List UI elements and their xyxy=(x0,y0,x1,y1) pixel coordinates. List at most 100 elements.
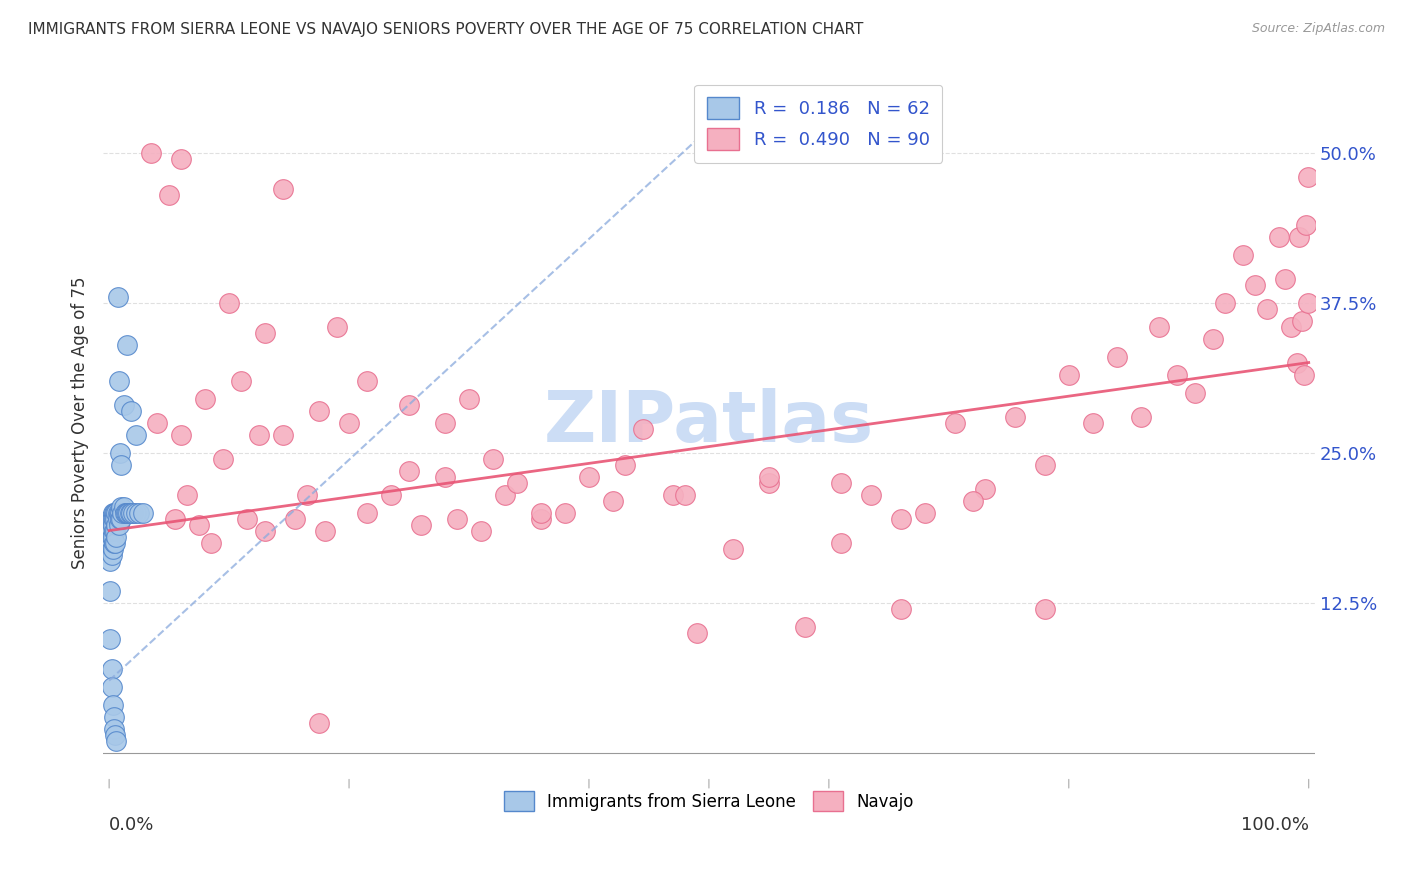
Point xyxy=(356,506,378,520)
Point xyxy=(530,511,553,525)
Point xyxy=(107,517,129,532)
Point xyxy=(122,506,145,520)
Point xyxy=(103,709,125,723)
Point xyxy=(326,319,349,334)
Legend: Immigrants from Sierra Leone, Navajo: Immigrants from Sierra Leone, Navajo xyxy=(498,784,921,818)
Point xyxy=(1081,416,1104,430)
Point xyxy=(218,295,240,310)
Point xyxy=(247,427,270,442)
Point xyxy=(120,506,142,520)
Point xyxy=(1057,368,1080,382)
Point xyxy=(1267,229,1289,244)
Point xyxy=(105,506,128,520)
Point xyxy=(458,392,481,406)
Point xyxy=(139,145,162,160)
Point xyxy=(212,451,235,466)
Point xyxy=(103,524,125,538)
Point xyxy=(578,469,600,483)
Point xyxy=(613,458,636,472)
Point xyxy=(1105,350,1128,364)
Point xyxy=(1147,319,1170,334)
Point xyxy=(103,511,125,525)
Point xyxy=(284,511,307,525)
Point xyxy=(1166,368,1188,382)
Point xyxy=(1243,277,1265,292)
Point xyxy=(271,181,294,195)
Point xyxy=(914,506,936,520)
Point xyxy=(118,506,141,520)
Point xyxy=(434,469,457,483)
Point xyxy=(100,541,122,556)
Point xyxy=(1279,319,1302,334)
Point xyxy=(356,374,378,388)
Point xyxy=(101,506,124,520)
Point xyxy=(1213,295,1236,310)
Point xyxy=(271,427,294,442)
Point xyxy=(758,475,780,490)
Point xyxy=(1288,229,1310,244)
Point xyxy=(1004,409,1026,424)
Point xyxy=(108,511,131,525)
Point xyxy=(98,632,121,646)
Point xyxy=(859,487,882,501)
Point xyxy=(103,722,125,736)
Point xyxy=(170,152,193,166)
Point xyxy=(117,506,139,520)
Point xyxy=(105,530,128,544)
Point xyxy=(100,511,122,525)
Point xyxy=(115,337,138,351)
Text: ZIPatlas: ZIPatlas xyxy=(544,388,875,457)
Point xyxy=(380,487,402,501)
Text: Source: ZipAtlas.com: Source: ZipAtlas.com xyxy=(1251,22,1385,36)
Point xyxy=(482,451,505,466)
Point xyxy=(1256,301,1278,316)
Point xyxy=(254,524,277,538)
Point xyxy=(554,506,576,520)
Point xyxy=(1295,218,1317,232)
Point xyxy=(1033,601,1056,615)
Point xyxy=(494,487,516,501)
Point xyxy=(107,374,129,388)
Point xyxy=(100,680,122,694)
Point xyxy=(1232,247,1254,261)
Point xyxy=(337,416,360,430)
Point xyxy=(793,619,815,633)
Point xyxy=(110,500,132,514)
Point xyxy=(506,475,529,490)
Point xyxy=(1202,332,1225,346)
Point xyxy=(100,662,122,676)
Point xyxy=(101,517,124,532)
Point xyxy=(105,517,128,532)
Point xyxy=(758,469,780,483)
Point xyxy=(830,535,852,549)
Point xyxy=(176,487,198,501)
Point xyxy=(1129,409,1152,424)
Point xyxy=(409,517,432,532)
Point xyxy=(100,548,122,562)
Point xyxy=(103,506,125,520)
Point xyxy=(98,535,121,549)
Point xyxy=(104,524,127,538)
Point xyxy=(115,506,138,520)
Y-axis label: Seniors Poverty Over the Age of 75: Seniors Poverty Over the Age of 75 xyxy=(72,277,89,569)
Point xyxy=(1296,169,1319,184)
Point xyxy=(114,506,136,520)
Point xyxy=(120,403,142,417)
Point xyxy=(686,625,709,640)
Point xyxy=(530,506,553,520)
Point xyxy=(101,530,124,544)
Point xyxy=(104,506,127,520)
Point xyxy=(973,482,995,496)
Point xyxy=(107,506,129,520)
Point xyxy=(1184,385,1206,400)
Point xyxy=(308,715,330,730)
Point xyxy=(104,728,127,742)
Point xyxy=(254,326,277,340)
Point xyxy=(398,398,420,412)
Point xyxy=(110,458,132,472)
Point xyxy=(111,506,134,520)
Point xyxy=(98,511,121,525)
Point xyxy=(98,553,121,567)
Point xyxy=(103,535,125,549)
Point xyxy=(830,475,852,490)
